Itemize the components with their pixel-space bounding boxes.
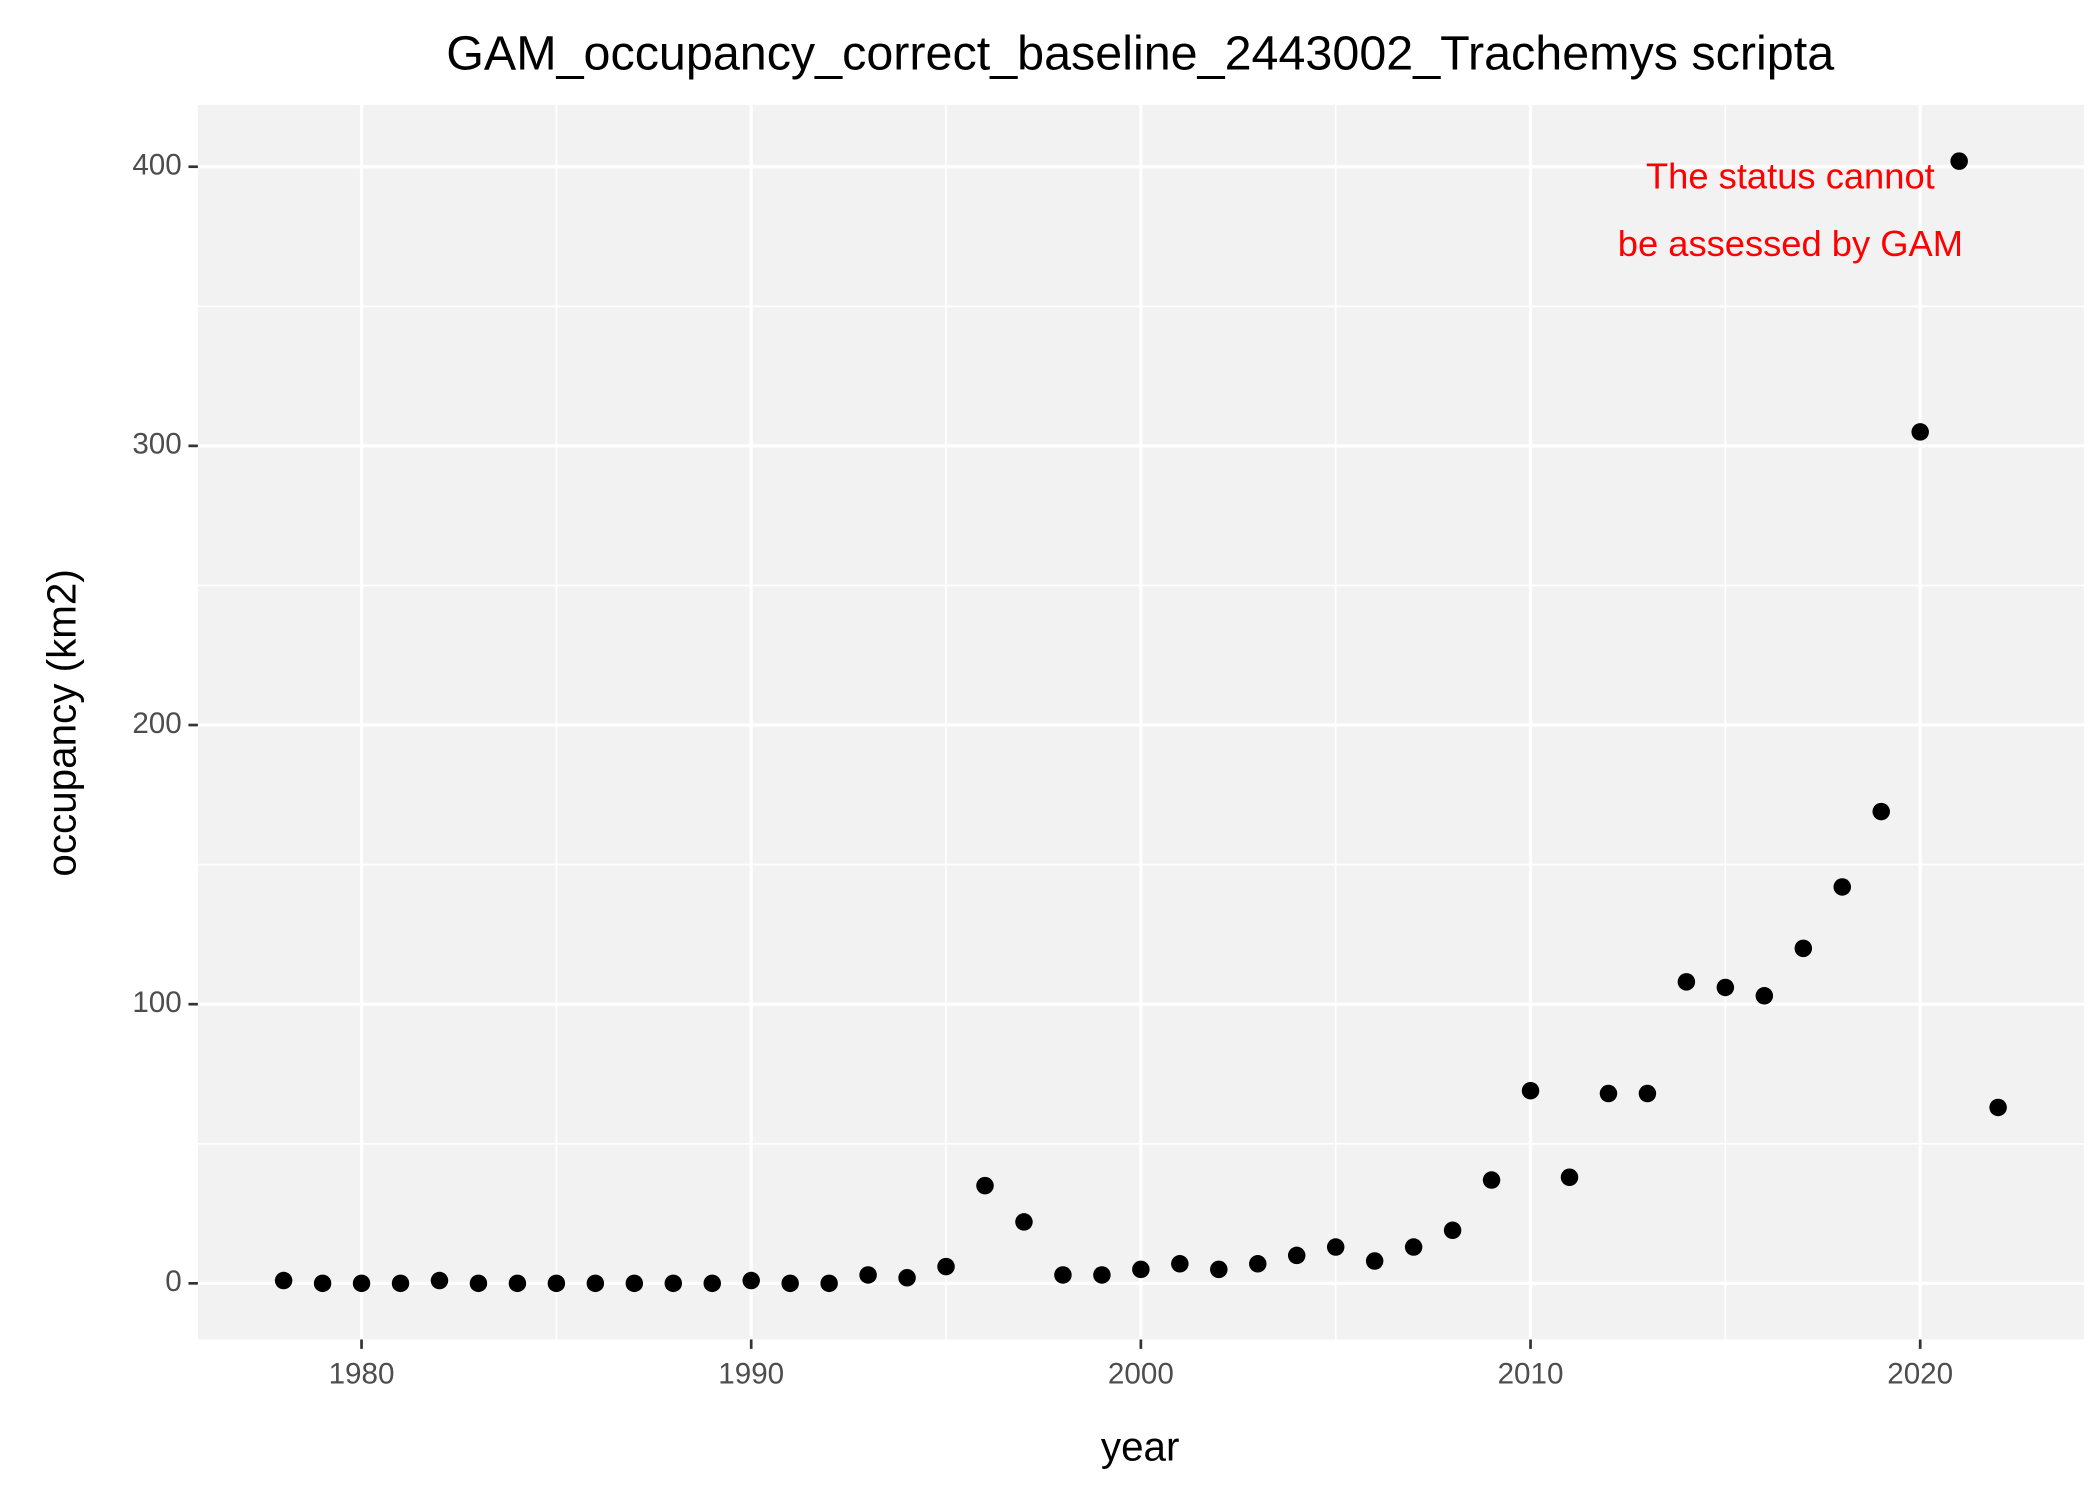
point	[1132, 1260, 1150, 1279]
point	[274, 1271, 293, 1290]
point	[1093, 1266, 1111, 1284]
point	[703, 1274, 721, 1293]
x-tick-label: 2000	[1108, 1358, 1174, 1391]
x-tick-label: 2010	[1498, 1358, 1564, 1391]
point	[976, 1176, 994, 1195]
y-axis-title: occupancy (km2)	[38, 569, 84, 876]
point	[820, 1274, 838, 1293]
point	[1521, 1081, 1540, 1100]
annotation: be assessed by GAM	[1618, 223, 1963, 264]
point	[1755, 987, 1774, 1005]
y-tick-label: 0	[165, 1265, 181, 1298]
point	[586, 1274, 605, 1293]
point	[1365, 1252, 1384, 1270]
point	[430, 1271, 449, 1290]
point	[1599, 1084, 1618, 1103]
point	[1054, 1266, 1072, 1284]
annotation: The status cannot	[1646, 156, 1935, 197]
point	[742, 1271, 760, 1290]
y-tick-label: 200	[132, 707, 181, 740]
point	[547, 1274, 566, 1293]
point	[937, 1257, 955, 1276]
point	[1833, 878, 1852, 896]
x-tick-label: 1990	[718, 1358, 784, 1391]
point	[1950, 152, 1968, 170]
x-axis-title: year	[1101, 1424, 1180, 1470]
point	[469, 1274, 488, 1293]
point	[1638, 1084, 1657, 1103]
point	[1482, 1171, 1501, 1189]
point	[1872, 802, 1890, 821]
point	[1171, 1255, 1189, 1273]
chart-title: GAM_occupancy_correct_baseline_2443002_T…	[446, 26, 1834, 80]
y-tick-label: 100	[132, 986, 181, 1019]
point	[508, 1274, 527, 1293]
point	[781, 1274, 799, 1293]
point	[859, 1266, 877, 1284]
point	[352, 1274, 371, 1293]
point	[1911, 423, 1929, 441]
point	[1404, 1238, 1423, 1256]
point	[1249, 1255, 1267, 1273]
point	[1677, 973, 1696, 991]
point	[1326, 1238, 1345, 1256]
y-tick-label: 400	[132, 149, 181, 182]
point	[664, 1274, 683, 1293]
point	[898, 1269, 916, 1287]
point	[1287, 1246, 1306, 1265]
point	[1716, 978, 1735, 997]
point	[1794, 939, 1813, 958]
point	[1210, 1260, 1228, 1279]
point	[1989, 1098, 2007, 1117]
y-tick-label: 300	[132, 428, 181, 461]
point	[391, 1274, 410, 1293]
point	[625, 1274, 644, 1293]
x-tick-label: 1980	[329, 1358, 395, 1391]
x-tick-label: 2020	[1887, 1358, 1953, 1391]
point	[1560, 1168, 1579, 1187]
point	[1443, 1221, 1462, 1240]
point	[313, 1274, 332, 1293]
point	[1015, 1213, 1033, 1231]
